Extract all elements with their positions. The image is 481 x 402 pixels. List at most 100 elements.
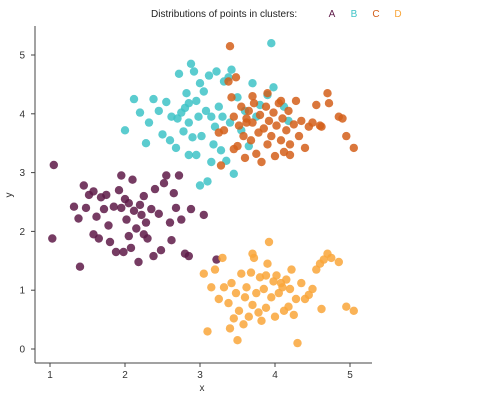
point-b-59 (207, 157, 216, 167)
point-d-55 (342, 302, 351, 311)
point-d-40 (285, 284, 295, 294)
point-d-27 (261, 303, 271, 312)
point-d-20 (248, 300, 257, 310)
point-b-39 (227, 65, 236, 74)
point-a-5 (79, 181, 89, 190)
point-d-3 (210, 265, 220, 274)
point-d-4 (214, 294, 223, 304)
point-c-17 (252, 149, 261, 158)
point-b-3 (141, 139, 151, 148)
point-b-10 (171, 143, 181, 153)
legend-title: Distributions of points in clusters: (151, 9, 297, 20)
point-b-24 (197, 131, 206, 141)
point-b-26 (201, 106, 211, 116)
point-c-24 (264, 116, 274, 126)
point-c-11 (240, 153, 250, 163)
point-a-29 (139, 191, 148, 201)
point-b-4 (144, 118, 154, 127)
point-d-22 (252, 288, 261, 298)
point-b-27 (203, 177, 212, 186)
point-c-16 (249, 99, 259, 108)
point-a-11 (99, 204, 109, 214)
point-b-0 (120, 126, 130, 135)
point-c-33 (282, 126, 291, 135)
y-tick-label-2: 2 (19, 227, 25, 238)
point-d-25 (257, 316, 266, 325)
point-d-56 (349, 306, 358, 315)
point-d-8 (225, 324, 235, 333)
point-d-7 (224, 298, 233, 308)
point-c-5 (229, 112, 238, 121)
point-b-53 (184, 99, 193, 108)
point-a-42 (174, 171, 184, 180)
point-d-10 (229, 314, 238, 323)
x-tick-label-4: 4 (272, 370, 278, 381)
point-a-26 (134, 257, 143, 267)
point-a-0 (49, 160, 58, 170)
point-c-21 (259, 124, 268, 133)
point-c-56 (263, 89, 272, 98)
point-d-0 (199, 269, 208, 278)
point-c-53 (229, 144, 238, 154)
point-a-48 (117, 171, 126, 180)
point-c-54 (285, 150, 295, 160)
point-a-41 (171, 203, 181, 213)
point-c-6 (231, 73, 241, 82)
point-d-12 (233, 336, 242, 345)
point-d-45 (297, 278, 306, 288)
point-d-28 (263, 259, 272, 268)
point-b-16 (184, 150, 193, 160)
point-b-58 (192, 96, 201, 106)
point-b-50 (269, 83, 278, 92)
point-a-54 (139, 230, 148, 239)
legend-entry-a: A (329, 9, 336, 20)
point-a-35 (156, 246, 166, 255)
point-b-28 (204, 71, 214, 80)
point-a-27 (135, 200, 145, 210)
point-b-19 (188, 133, 197, 142)
legend-entry-c: C (372, 9, 379, 20)
point-a-22 (126, 243, 136, 253)
point-c-30 (276, 136, 286, 145)
point-c-57 (242, 118, 251, 127)
point-d-23 (254, 308, 263, 317)
y-tick-label-5: 5 (19, 51, 25, 62)
point-b-32 (214, 102, 223, 111)
point-b-54 (173, 114, 182, 123)
point-b-20 (189, 67, 199, 76)
point-b-30 (209, 140, 218, 149)
point-d-36 (278, 283, 287, 292)
point-a-4 (75, 262, 85, 271)
point-b-5 (149, 94, 158, 104)
point-b-11 (174, 69, 184, 79)
point-a-18 (119, 247, 128, 257)
point-c-3 (225, 42, 235, 51)
y-tick-label-4: 4 (19, 109, 25, 120)
point-b-21 (192, 150, 201, 160)
point-c-52 (214, 128, 223, 137)
point-c-42 (308, 118, 317, 127)
y-axis-title: y (4, 193, 15, 198)
x-tick-label-1: 1 (47, 370, 53, 381)
point-d-18 (244, 312, 253, 321)
point-a-24 (129, 206, 139, 215)
point-d-9 (227, 278, 236, 288)
point-d-44 (293, 338, 302, 348)
point-a-1 (48, 234, 57, 243)
point-d-43 (291, 294, 301, 304)
point-d-30 (267, 293, 276, 302)
point-c-25 (267, 131, 276, 141)
point-a-43 (177, 215, 186, 224)
point-c-8 (234, 121, 244, 130)
point-a-20 (122, 215, 131, 224)
point-d-53 (327, 253, 336, 263)
point-c-31 (278, 114, 287, 123)
point-c-43 (312, 100, 321, 110)
point-a-39 (167, 236, 176, 245)
point-c-37 (291, 96, 301, 106)
point-a-36 (159, 179, 169, 188)
point-b-7 (158, 130, 167, 139)
point-c-35 (285, 140, 295, 149)
point-d-29 (264, 237, 274, 247)
point-c-39 (297, 116, 306, 126)
